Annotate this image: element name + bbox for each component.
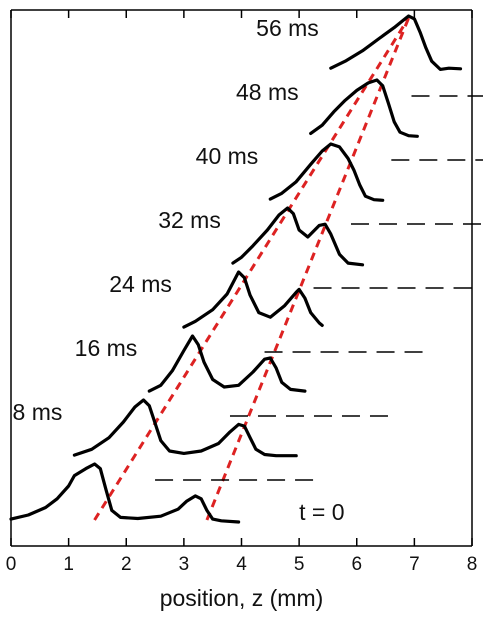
x-tick-label-2: 2 [121, 554, 132, 575]
x-tick-label-1: 1 [63, 554, 74, 575]
curve-labels: t = 0 8 ms 16 ms 24 ms 32 ms 40 ms 48 ms 56 ms [13, 15, 345, 525]
pulse-curve-2 [149, 336, 305, 391]
pulse-curve-1 [74, 400, 296, 456]
curve-label-1: 8 ms [13, 399, 63, 425]
x-tick-label-5: 5 [294, 554, 305, 575]
pulse-curve-7 [331, 16, 461, 69]
x-tick-label-3: 3 [179, 554, 190, 575]
curve-label-7: 56 ms [256, 15, 319, 41]
pulse-curve-4 [233, 208, 363, 265]
x-axis-label: position, z (mm) [160, 585, 324, 611]
curve-label-4: 32 ms [158, 207, 221, 233]
x-tick-label-7: 7 [409, 554, 420, 575]
x-tick-label-8: 8 [467, 554, 478, 575]
x-tick-label-6: 6 [351, 554, 362, 575]
curve-label-0: t = 0 [299, 499, 344, 525]
pulse-curve-5 [270, 144, 382, 200]
x-tick-label-4: 4 [236, 554, 247, 575]
curve-label-5: 40 ms [196, 143, 259, 169]
curve-label-2: 16 ms [75, 335, 138, 361]
pulse-curve-3 [184, 272, 322, 327]
curve-label-3: 24 ms [109, 271, 172, 297]
x-tick-label-0: 0 [6, 554, 17, 575]
curve-label-6: 48 ms [236, 79, 299, 105]
